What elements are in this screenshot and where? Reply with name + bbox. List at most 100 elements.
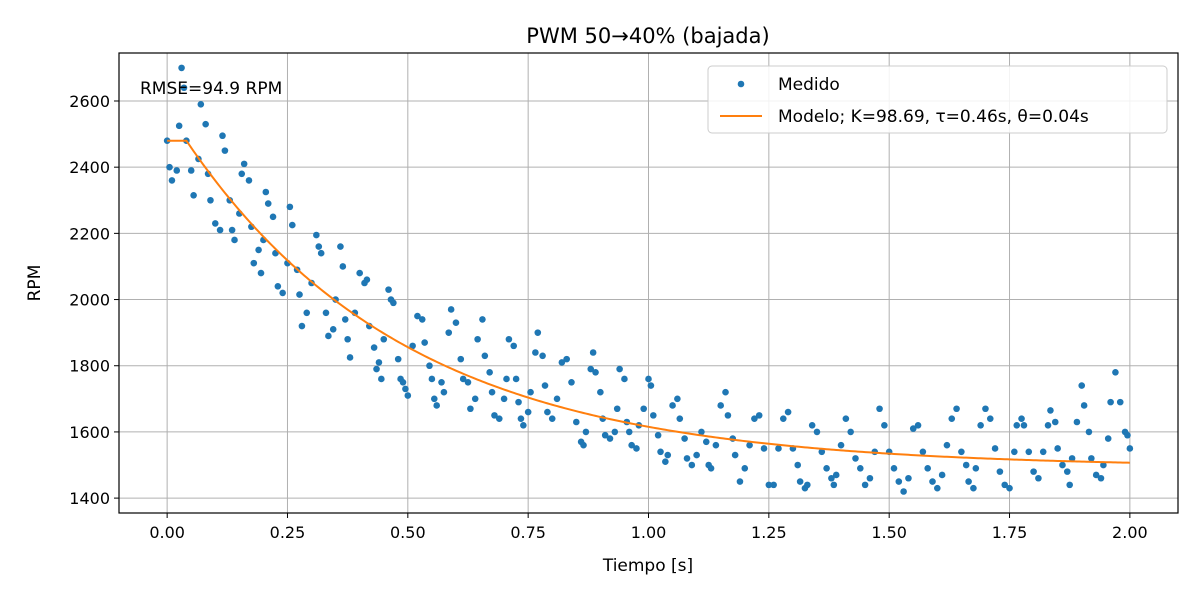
measured-point xyxy=(402,385,409,393)
measured-point xyxy=(505,335,513,343)
measured-point xyxy=(481,352,489,360)
measured-point xyxy=(344,335,351,343)
measured-point xyxy=(982,405,989,413)
measured-point xyxy=(298,322,306,330)
legend-label-measured: Medido xyxy=(778,75,840,95)
measured-point xyxy=(337,243,344,250)
measured-point xyxy=(601,431,609,439)
measured-point xyxy=(380,335,388,343)
ticks-layer: 0.00 0.25 0.50 0.75 1.00 1.25 1.50 1.75 2.00 1400… xyxy=(69,92,1147,542)
measured-point xyxy=(426,362,433,370)
measured-point xyxy=(534,329,542,336)
measured-point xyxy=(654,431,662,439)
measured-point xyxy=(495,415,503,422)
measured-point xyxy=(775,445,782,452)
measured-point xyxy=(500,395,508,403)
measured-point xyxy=(175,122,183,130)
measured-point xyxy=(669,402,676,409)
measured-point xyxy=(681,435,688,442)
measured-point xyxy=(784,408,792,416)
measured-point xyxy=(467,405,474,413)
measured-point xyxy=(640,405,647,413)
measured-point xyxy=(221,147,229,154)
measured-point xyxy=(828,474,835,482)
measured-point xyxy=(592,369,599,376)
measured-point xyxy=(900,488,907,495)
measured-point xyxy=(1078,382,1086,389)
measured-point xyxy=(881,422,888,429)
measured-point xyxy=(830,481,838,489)
measured-point xyxy=(211,220,219,227)
measured-point xyxy=(296,291,303,298)
measured-point xyxy=(580,441,587,449)
measured-point xyxy=(168,177,176,184)
measured-point xyxy=(228,226,236,234)
measured-point xyxy=(683,455,691,462)
measured-point xyxy=(385,286,392,293)
measured-point xyxy=(202,120,209,128)
measured-point xyxy=(373,365,380,373)
y-axis-label: RPM xyxy=(25,265,45,302)
measured-point xyxy=(539,352,546,360)
measured-point xyxy=(970,484,977,492)
measured-point xyxy=(447,306,455,313)
measured-point xyxy=(804,481,811,489)
measured-point xyxy=(986,415,994,422)
measured-point xyxy=(621,375,628,383)
measured-point xyxy=(808,422,816,429)
measured-point xyxy=(914,422,922,429)
measured-point xyxy=(1100,461,1107,469)
measured-point xyxy=(322,309,330,317)
x-tick-label: 0.00 xyxy=(149,523,185,542)
legend-marker-measured xyxy=(737,80,745,88)
measured-point xyxy=(741,465,749,472)
measured-point xyxy=(262,188,270,196)
measured-point xyxy=(486,369,493,376)
measured-point xyxy=(459,375,467,383)
x-tick-label: 0.75 xyxy=(510,523,546,542)
measured-point xyxy=(818,448,826,456)
measured-point xyxy=(488,388,496,396)
measured-point xyxy=(1030,468,1037,475)
marks-layer xyxy=(163,64,1134,495)
measured-point xyxy=(404,392,412,399)
measured-point xyxy=(765,481,773,489)
measured-point xyxy=(238,170,246,178)
measured-point xyxy=(269,213,277,221)
measured-point xyxy=(1124,431,1131,439)
measured-point xyxy=(1001,481,1009,489)
measured-point xyxy=(527,388,534,396)
measured-point xyxy=(173,167,181,174)
measured-point xyxy=(597,388,604,396)
measured-point xyxy=(698,428,705,436)
measured-point xyxy=(909,425,917,432)
measured-point xyxy=(517,415,525,422)
measured-point xyxy=(996,468,1004,475)
x-axis-label: Tiempo [s] xyxy=(602,556,693,576)
measured-point xyxy=(813,428,821,436)
measured-point xyxy=(1006,484,1013,492)
measured-point xyxy=(399,378,407,386)
measured-point xyxy=(934,484,941,492)
measured-point xyxy=(842,415,850,422)
measured-point xyxy=(965,478,972,485)
measured-point xyxy=(216,226,224,234)
measured-point xyxy=(474,335,481,343)
measured-point xyxy=(491,412,498,419)
measured-point xyxy=(1112,369,1119,376)
measured-point xyxy=(1035,474,1042,482)
measured-point xyxy=(837,441,845,449)
measured-point xyxy=(958,448,965,456)
measured-point xyxy=(255,246,262,254)
measured-point xyxy=(647,382,655,389)
measured-point xyxy=(440,388,448,396)
x-tick-label: 0.50 xyxy=(390,523,426,542)
measured-point xyxy=(231,236,238,244)
measured-point xyxy=(953,405,960,413)
measured-point xyxy=(693,451,700,459)
measured-point xyxy=(544,408,551,416)
measured-point xyxy=(524,408,532,416)
measured-point xyxy=(1107,398,1114,406)
measured-point xyxy=(657,448,664,456)
